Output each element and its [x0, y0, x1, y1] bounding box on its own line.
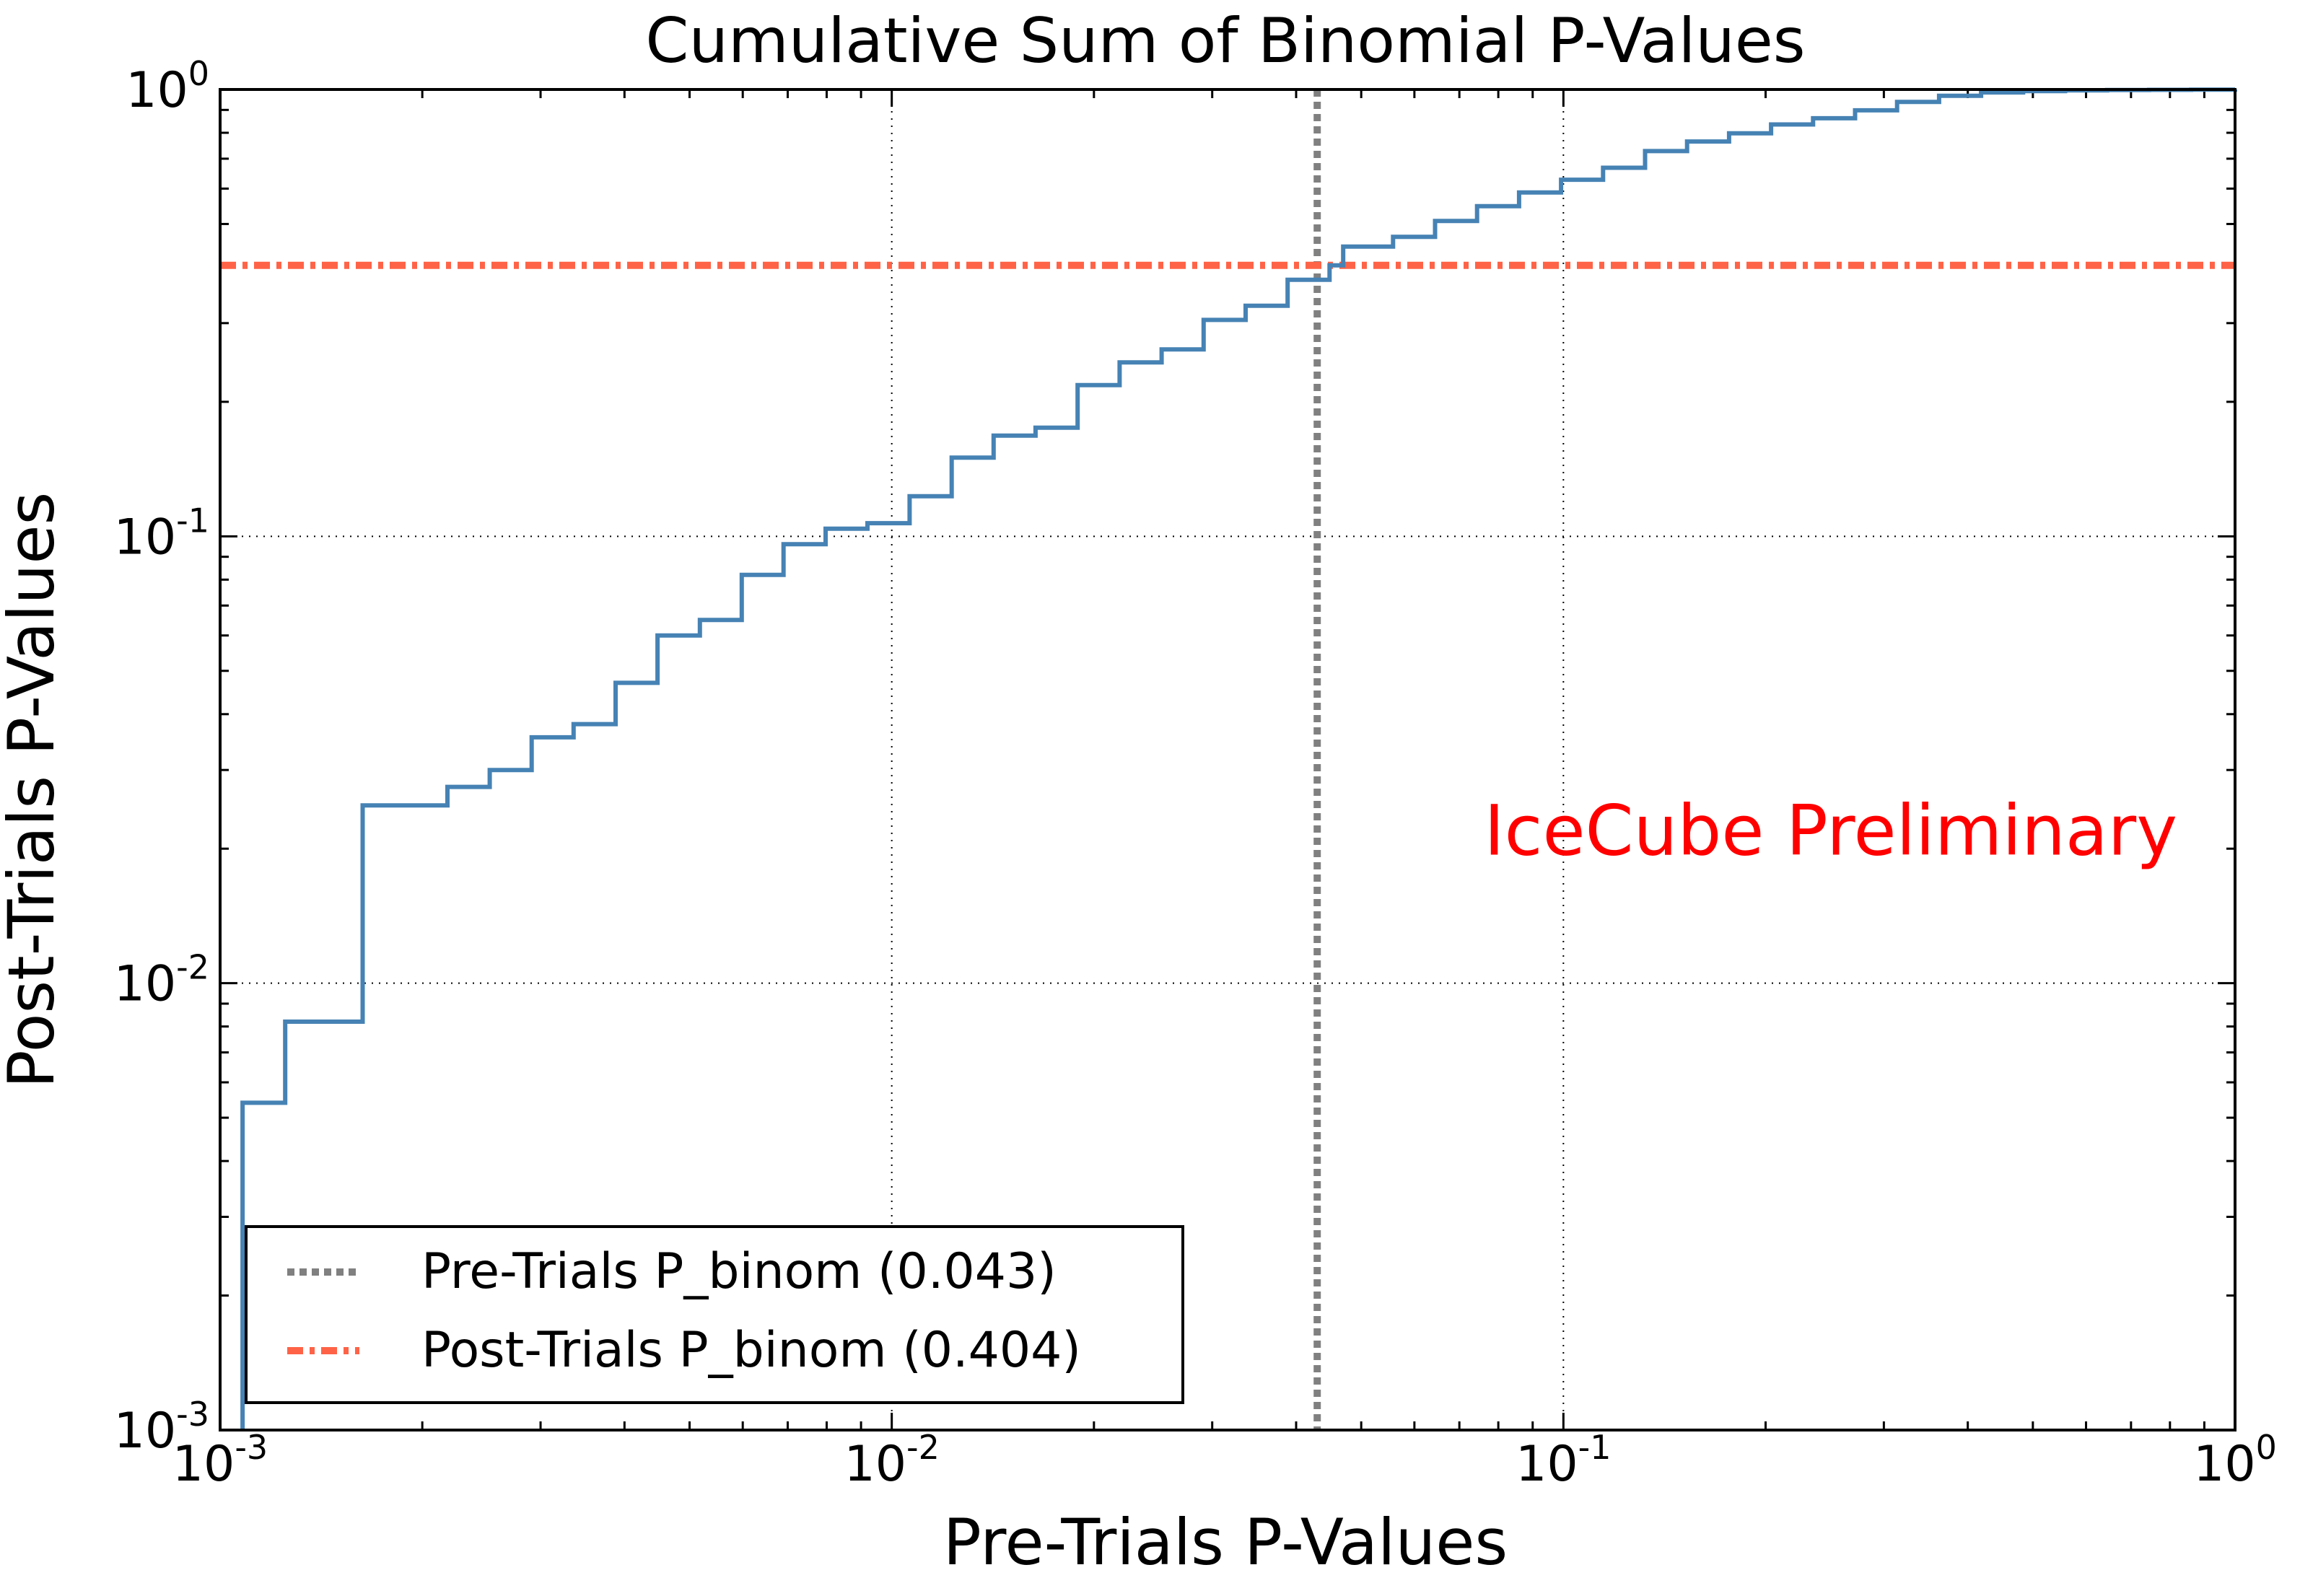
y-tick-label: 10-2	[114, 948, 209, 1013]
y-tick-label: 100	[126, 54, 209, 119]
chart-title: Cumulative Sum of Binomial P-Values	[645, 5, 1805, 77]
y-tick-label: 10-1	[114, 501, 209, 566]
y-axis-label: Post-Trials P-Values	[0, 492, 69, 1089]
x-axis-label: Pre-Trials P-Values	[943, 1505, 1508, 1579]
cumulative-sum-step-line	[240, 87, 2237, 1430]
icecube-preliminary-annotation: IceCube Preliminary	[1484, 791, 2177, 872]
plot-frame	[219, 88, 2236, 1431]
legend-box	[245, 1225, 1184, 1404]
x-tick-label: 10-3	[172, 1428, 268, 1493]
reference-lines	[220, 89, 2235, 1430]
x-tick-labels: 10-3 10-2 10-1 100	[172, 1428, 2277, 1493]
series-layer	[240, 87, 2237, 1430]
legend-label-pre-trials: Pre-Trials P_binom (0.043)	[421, 1243, 1057, 1300]
y-tick-labels: 10-3 10-2 10-1 100	[114, 54, 209, 1460]
y-tick-label: 10-3	[114, 1395, 209, 1460]
legend: Pre-Trials P_binom (0.043) Post-Trials P…	[245, 1225, 1184, 1404]
x-tick-label: 10-1	[1516, 1428, 1611, 1493]
x-tick-label: 10-2	[844, 1428, 939, 1493]
legend-label-post-trials: Post-Trials P_binom (0.404)	[421, 1322, 1081, 1379]
x-tick-label: 100	[2193, 1428, 2277, 1493]
